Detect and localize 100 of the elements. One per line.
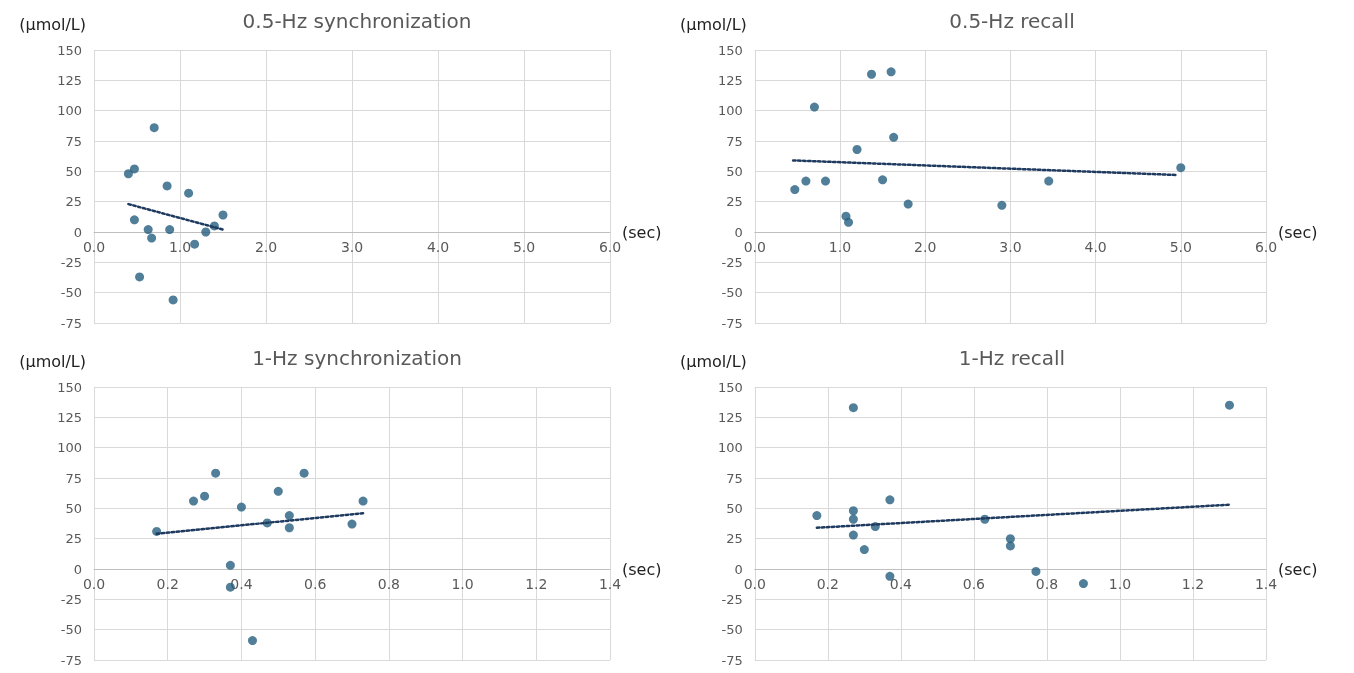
y-tick-label: 150 xyxy=(717,42,743,58)
y-tick-label: 150 xyxy=(57,42,82,58)
y-tick-label: 100 xyxy=(717,440,743,456)
point xyxy=(129,164,139,174)
point xyxy=(347,519,357,529)
point xyxy=(1078,579,1088,589)
point xyxy=(1005,541,1015,551)
point xyxy=(1031,566,1041,576)
x-tick-label: 6.0 xyxy=(598,239,622,255)
point xyxy=(889,132,899,142)
x-tick-label: 5.0 xyxy=(1169,239,1192,255)
point xyxy=(848,514,858,524)
x-tick-label: 0.2 xyxy=(816,576,839,592)
point xyxy=(1224,400,1234,410)
y-tick-label: -25 xyxy=(721,254,743,270)
point xyxy=(801,176,811,186)
x-tick-label: 2.0 xyxy=(914,239,937,255)
x-tick-label: 0.2 xyxy=(156,576,179,592)
point xyxy=(236,502,246,512)
point xyxy=(123,169,133,179)
y-tick-label: 50 xyxy=(65,163,82,179)
x-tick-label: 0.8 xyxy=(377,576,400,592)
point xyxy=(218,210,228,220)
point xyxy=(225,560,235,570)
x-tick-label: 5.0 xyxy=(512,239,536,255)
x-tick-label: 2.0 xyxy=(254,239,278,255)
point xyxy=(299,468,309,478)
x-tick-label: 3.0 xyxy=(340,239,364,255)
chart-title: 1-Hz synchronization xyxy=(252,346,462,370)
x-tick-label: 0.6 xyxy=(304,576,327,592)
x-tick-label: 0.0 xyxy=(743,239,766,255)
y-tick-label: 0 xyxy=(73,224,82,240)
y-tick-label: 125 xyxy=(717,72,743,88)
y-tick-label: 125 xyxy=(717,409,743,425)
y-tick-label: 75 xyxy=(726,133,743,149)
point xyxy=(809,102,819,112)
y-tick-label: 100 xyxy=(57,440,82,456)
point xyxy=(1044,176,1054,186)
chart-title: 0.5-Hz synchronization xyxy=(242,9,472,33)
y-tick-label: 25 xyxy=(65,531,82,547)
y-tick-label: 150 xyxy=(57,379,82,395)
point xyxy=(885,495,895,505)
y-tick-label: 0 xyxy=(734,561,743,577)
y-tick-label: -25 xyxy=(721,591,743,607)
x-tick-label: 1.0 xyxy=(168,239,192,255)
x-tick-label: 1.4 xyxy=(1254,576,1278,592)
point xyxy=(284,523,294,533)
x-tick-label: 1.2 xyxy=(1181,576,1205,592)
y-tick-label: 100 xyxy=(717,103,743,119)
point xyxy=(358,496,368,506)
x-tick-label: 1.2 xyxy=(525,576,548,592)
point xyxy=(790,185,800,195)
y-tick-label: 25 xyxy=(65,194,82,210)
point xyxy=(165,225,175,235)
point xyxy=(211,468,221,478)
point xyxy=(859,545,869,555)
y-tick-label: 150 xyxy=(717,379,743,395)
point xyxy=(129,215,139,225)
chart-title: 0.5-Hz recall xyxy=(949,9,1075,33)
x-tick-label: 0.0 xyxy=(82,576,106,592)
x-tick-label: 6.0 xyxy=(1254,239,1278,255)
y-tick-label: 50 xyxy=(726,500,743,516)
point xyxy=(273,486,283,496)
y-tick-label: 0 xyxy=(73,561,82,577)
point xyxy=(844,217,854,227)
point xyxy=(878,175,888,185)
x-axis-title: (sec) xyxy=(622,559,662,579)
x-tick-label: 0.0 xyxy=(743,576,766,592)
point xyxy=(848,506,858,516)
y-tick-label: 75 xyxy=(65,470,82,486)
point xyxy=(168,295,178,305)
y-tick-label: 125 xyxy=(57,72,82,88)
y-tick-label: 75 xyxy=(726,470,743,486)
y-axis-title: (μmol/L) xyxy=(679,351,747,371)
point xyxy=(247,636,257,646)
point xyxy=(886,67,896,77)
point xyxy=(852,145,862,154)
x-tick-label: 4.0 xyxy=(426,239,450,255)
y-tick-label: 50 xyxy=(726,163,743,179)
y-axis-title: (μmol/L) xyxy=(679,14,747,34)
point xyxy=(143,225,153,235)
y-tick-label: -75 xyxy=(721,315,743,331)
y-tick-label: -50 xyxy=(721,622,743,638)
x-tick-label: 0.0 xyxy=(82,239,106,255)
y-tick-label: -50 xyxy=(60,622,82,638)
y-tick-label: -25 xyxy=(60,591,82,607)
chart-title: 1-Hz recall xyxy=(958,346,1066,370)
x-tick-label: 1.4 xyxy=(598,576,622,592)
point xyxy=(189,496,199,506)
x-tick-label: 0.8 xyxy=(1035,576,1059,592)
y-tick-label: -75 xyxy=(60,652,82,668)
y-axis-title: (μmol/L) xyxy=(19,351,86,371)
point xyxy=(848,530,858,540)
y-axis-title: (μmol/L) xyxy=(19,14,86,34)
x-tick-label: 1.0 xyxy=(451,576,474,592)
y-tick-label: -25 xyxy=(60,254,82,270)
point xyxy=(997,200,1007,210)
y-tick-label: -50 xyxy=(60,285,82,301)
y-tick-label: -50 xyxy=(721,285,743,301)
y-tick-label: 75 xyxy=(65,133,82,149)
